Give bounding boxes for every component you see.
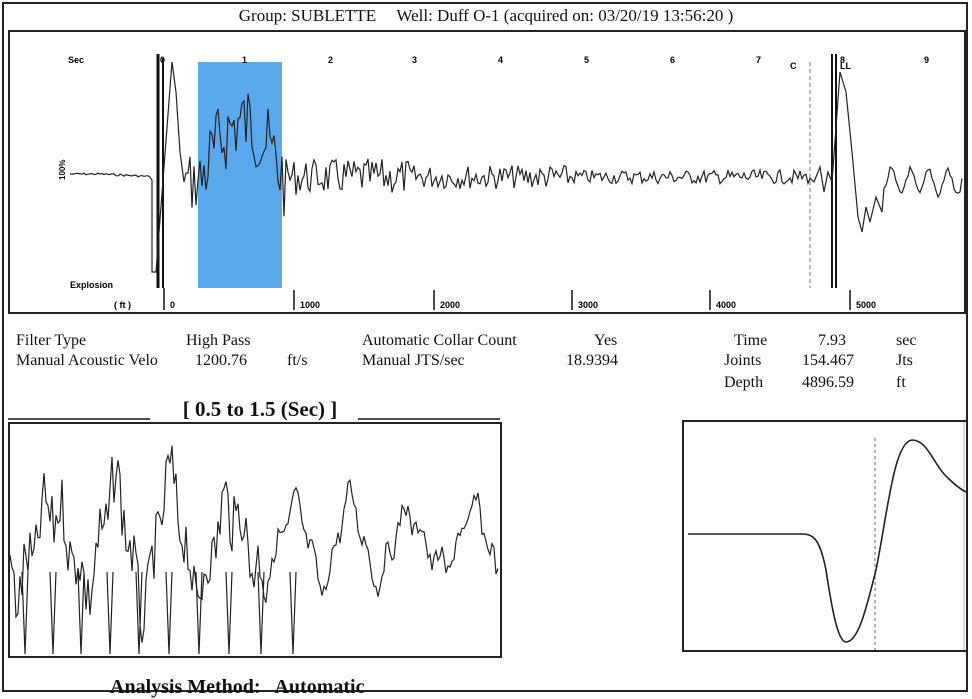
jts-value: 18.9394 (566, 352, 618, 369)
filter-type-label: Filter Type (16, 332, 87, 349)
window-title-rule (8, 418, 500, 420)
velocity-unit: ft/s (287, 352, 308, 369)
analysis-method-label: Analysis Method: (110, 676, 261, 698)
jts-label: Manual JTS/sec (362, 352, 465, 369)
analysis-method: Analysis Method: Automatic (110, 676, 364, 699)
sec-tick-2: 2 (328, 55, 333, 65)
depth-label: Depth (724, 374, 764, 391)
report-header: Group: SUBLETTE Well: Duff O-1 (acquired… (0, 6, 972, 26)
sec-tick-1: 1 (242, 55, 247, 65)
sec-tick-4: 4 (498, 55, 503, 65)
velocity-value: 1200.76 (195, 352, 247, 369)
pulse-waveform (688, 439, 967, 643)
time-value: 7.93 (818, 332, 846, 349)
sec-axis-label: Sec (68, 55, 84, 65)
joints-label: Joints (724, 352, 762, 369)
collar-count-label: Automatic Collar Count (362, 332, 517, 349)
sec-tick-6: 6 (670, 55, 675, 65)
sec-tick-9: 9 (924, 55, 929, 65)
time-unit: sec (896, 332, 917, 349)
pulse-detail-chart[interactable] (682, 420, 968, 652)
acoustic-trace-chart[interactable]: Sec 0 1 2 3 4 5 6 7 8 9 100% C LL Explosion ( ft … (10, 32, 964, 312)
liquid-level-label: LL (840, 61, 851, 71)
analysis-method-value: Automatic (274, 676, 365, 698)
ft-tick-3000: 3000 (578, 300, 598, 310)
ft-tick-4000: 4000 (716, 300, 736, 310)
velocity-label: Manual Acoustic Velo (16, 352, 158, 369)
sec-tick-8: 8 (840, 55, 845, 65)
collar-count-value: Yes (594, 332, 618, 349)
ft-tick-2000: 2000 (440, 300, 460, 310)
sec-tick-7: 7 (756, 55, 761, 65)
ft-tick-0: 0 (170, 300, 175, 310)
window-title: [ 0.5 to 1.5 (Sec) ] (182, 397, 338, 421)
well-label: Well: Duff O-1 (acquired on: 03/20/19 13… (396, 6, 734, 25)
ft-tick-labels: 0 1000 2000 3000 4000 5000 (163, 288, 876, 310)
depth-value: 4896.59 (802, 374, 854, 391)
ft-axis-label: ( ft ) (114, 300, 131, 310)
collar-marker-label: C (790, 61, 797, 71)
sec-tick-5: 5 (584, 55, 589, 65)
ft-tick-5000: 5000 (856, 300, 876, 310)
time-label: Time (734, 332, 768, 349)
ft-tick-1000: 1000 (300, 300, 320, 310)
amplitude-label: 100% (58, 160, 67, 180)
zoomed-window-chart[interactable] (8, 422, 502, 658)
depth-unit: ft (896, 374, 906, 391)
group-label: Group: SUBLETTE (238, 6, 377, 25)
joints-value: 154.467 (802, 352, 854, 369)
joints-unit: Jts (896, 352, 913, 369)
filter-type-value: High Pass (186, 332, 251, 349)
acoustic-trace-panel[interactable]: Sec 0 1 2 3 4 5 6 7 8 9 100% C LL Explosion ( ft … (8, 30, 966, 314)
sec-tick-3: 3 (412, 55, 417, 65)
analysis-window-highlight[interactable] (198, 62, 282, 288)
acoustic-waveform (69, 61, 963, 273)
zoomed-waveform (9, 445, 499, 655)
explosion-label: Explosion (70, 280, 113, 290)
